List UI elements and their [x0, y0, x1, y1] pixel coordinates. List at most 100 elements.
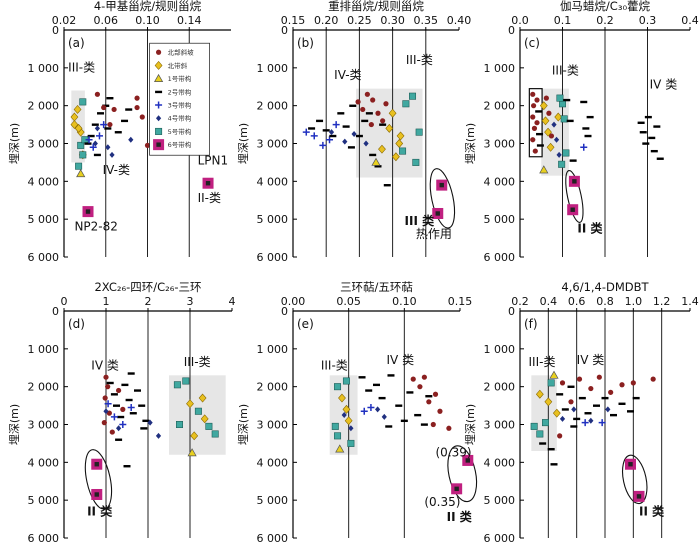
data-point	[100, 121, 108, 129]
data-point	[383, 184, 391, 187]
data-point	[79, 98, 87, 106]
data-point	[582, 127, 590, 130]
data-point-core	[636, 494, 642, 499]
y-axis-label: 埋深(m)	[464, 123, 477, 164]
y-tick-label: 6 000	[484, 251, 516, 264]
data-point	[556, 151, 562, 158]
data-point	[559, 415, 566, 422]
data-point	[556, 94, 564, 102]
y-tick-label: 6 000	[28, 251, 60, 264]
y-tick-label: 5 000	[257, 494, 289, 507]
annotation-label: NP2-82	[74, 220, 117, 234]
data-point	[536, 144, 544, 147]
data-point	[375, 406, 381, 413]
y-tick-label: 6 000	[28, 532, 60, 545]
data-point	[355, 134, 363, 138]
data-point	[85, 136, 93, 144]
data-point	[395, 139, 404, 148]
annotation-label: II 类	[87, 503, 113, 518]
y-tick-label: 0	[52, 24, 59, 37]
data-point	[142, 419, 150, 423]
data-point	[557, 433, 563, 439]
data-point	[342, 138, 348, 145]
data-point	[347, 146, 355, 149]
highlight-ellipse	[565, 169, 584, 223]
data-point	[656, 157, 664, 160]
data-point	[550, 463, 558, 466]
data-point	[134, 95, 140, 101]
highlight-ellipse	[621, 454, 648, 505]
data-point	[380, 118, 386, 124]
data-point	[70, 120, 79, 130]
data-point	[568, 399, 574, 405]
data-point	[125, 398, 133, 402]
shaded-region	[531, 375, 557, 451]
y-tick-label: 3 000	[257, 138, 289, 151]
data-point	[87, 134, 95, 138]
data-point	[530, 137, 536, 143]
data-point	[194, 407, 202, 415]
data-point	[379, 123, 387, 126]
data-point	[128, 136, 134, 143]
data-point	[588, 385, 594, 392]
data-point	[109, 151, 115, 158]
x-tick-label: 0.20	[314, 14, 339, 27]
data-point	[75, 162, 83, 170]
data-point	[115, 438, 123, 441]
data-point	[155, 115, 162, 122]
annotation-label: III-类	[529, 355, 556, 369]
data-point	[544, 127, 552, 137]
legend-label: 北部斜坡	[168, 48, 195, 57]
data-point	[361, 119, 369, 123]
data-point	[173, 381, 181, 389]
data-point	[369, 153, 377, 157]
data-point	[553, 136, 560, 143]
panel-a: 0.02 0.06 0.10 0.14 0 1 000 2 000 3 000 4 000 5 0…	[8, 0, 231, 264]
data-point	[388, 108, 397, 118]
annotation-label: IV 类	[577, 353, 605, 367]
data-point	[101, 104, 107, 111]
x-tick-label: 0.10	[392, 295, 417, 308]
x-tick-label: 1	[103, 295, 110, 308]
data-point	[410, 376, 416, 382]
panel-title: 三环萜/五环萜	[340, 280, 413, 294]
x-tick-label: 0.40	[447, 14, 472, 27]
data-point	[368, 121, 374, 128]
data-point	[596, 374, 602, 380]
data-point	[334, 383, 342, 391]
data-point	[601, 396, 609, 400]
data-point	[414, 413, 422, 417]
data-point	[539, 165, 549, 174]
data-point	[109, 429, 115, 435]
data-point	[107, 121, 113, 128]
data-point	[74, 123, 83, 133]
data-point	[556, 393, 564, 396]
data-point	[546, 142, 555, 152]
data-point	[627, 410, 634, 413]
x-tick-label: 0.0	[511, 14, 529, 27]
data-point	[630, 380, 636, 386]
x-tick-label: 0.4	[540, 295, 558, 308]
x-tick-label: 0.15	[281, 14, 306, 27]
data-point-core	[205, 181, 211, 186]
legend-label: 4号带构	[168, 114, 192, 123]
data-point	[576, 376, 583, 382]
data-point	[308, 127, 316, 130]
y-tick-label: 5 000	[484, 494, 516, 507]
panel-title: 4,6/1,4-DMDBT	[561, 280, 649, 294]
data-point	[637, 121, 645, 124]
data-point	[399, 147, 407, 155]
data-point	[103, 374, 109, 380]
data-point	[139, 114, 145, 120]
panel-title: 2XC₂₆-四环/C₂₆-三环	[94, 280, 201, 294]
data-point	[415, 128, 423, 136]
data-point	[580, 100, 588, 104]
data-point	[571, 406, 577, 413]
data-point	[94, 125, 100, 132]
y-tick-label: 3 000	[257, 419, 289, 432]
data-point	[316, 119, 324, 123]
data-point	[409, 92, 417, 100]
data-point	[110, 393, 118, 396]
data-point	[310, 132, 318, 140]
panel-label: (d)	[68, 317, 85, 331]
